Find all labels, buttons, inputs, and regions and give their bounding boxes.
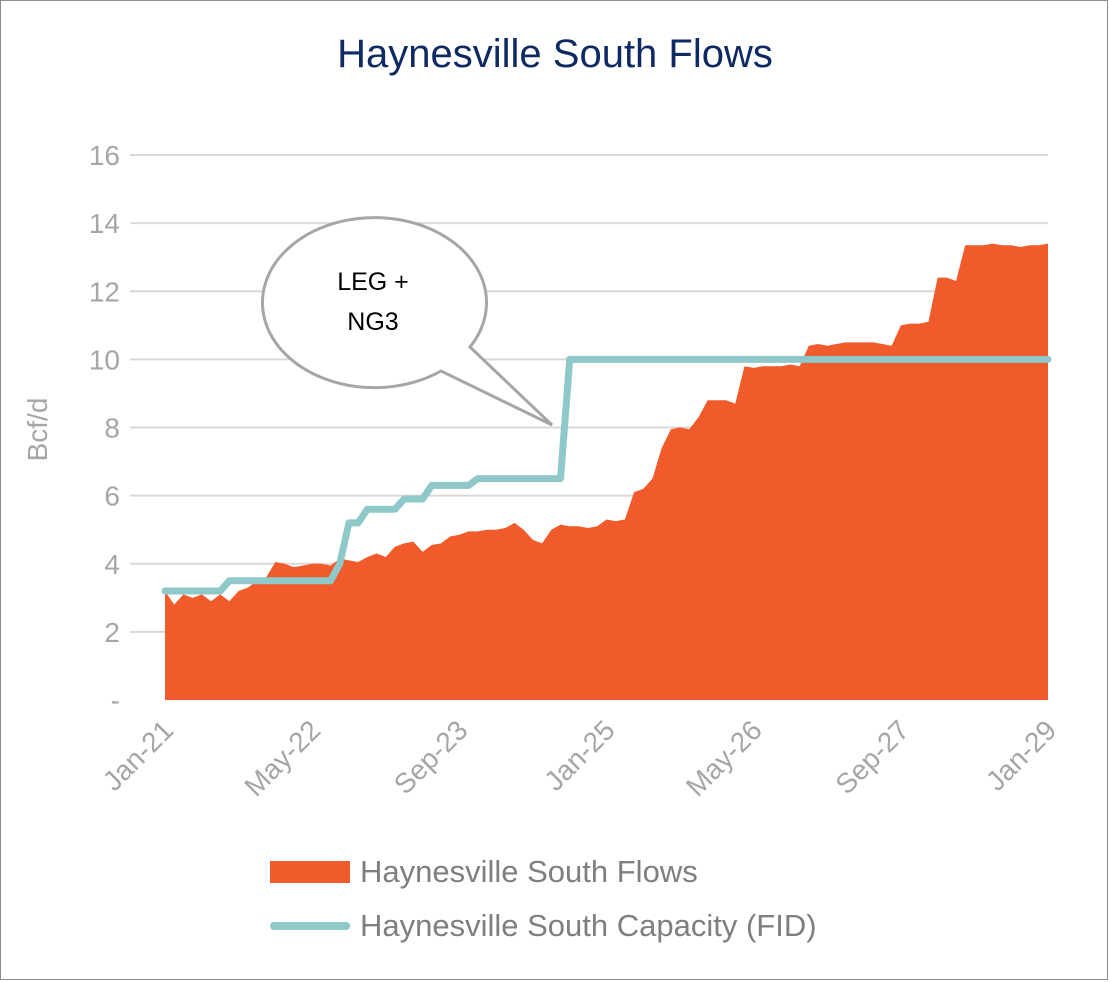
y-tick-label: 2 xyxy=(104,617,120,648)
x-tick-label: Jan-25 xyxy=(538,714,620,796)
y-tick-label: 4 xyxy=(104,549,120,580)
legend-swatch-flows xyxy=(270,861,350,883)
y-tick-label: 16 xyxy=(89,140,120,171)
x-tick-label: May-22 xyxy=(238,714,326,802)
x-tick-label: Jan-21 xyxy=(97,714,179,796)
series-capacity-line xyxy=(161,355,1052,595)
y-tick-label: 14 xyxy=(89,208,120,239)
y-tick-label: - xyxy=(111,685,120,716)
y-tick-label: 8 xyxy=(104,413,120,444)
annotation-text-line2: NG3 xyxy=(347,308,398,336)
legend-capacity: Haynesville South Capacity (FID) xyxy=(270,908,817,944)
x-tick-label: Sep-27 xyxy=(829,714,915,800)
legend-swatch-capacity xyxy=(270,922,350,930)
legend-label-flows: Haynesville South Flows xyxy=(360,854,698,889)
x-tick-label: Sep-23 xyxy=(388,714,474,800)
chart-title: Haynesville South Flows xyxy=(337,32,773,76)
legend-flows: Haynesville South Flows xyxy=(270,854,698,890)
y-axis-label: Bcf/d xyxy=(22,398,53,462)
y-tick-label: 12 xyxy=(89,276,120,307)
annotation-text-line1: LEG + xyxy=(337,268,409,296)
legend-label-capacity: Haynesville South Capacity (FID) xyxy=(360,908,817,943)
x-tick-label: May-26 xyxy=(680,714,768,802)
y-tick-label: 6 xyxy=(104,481,120,512)
x-tick-label: Jan-29 xyxy=(980,714,1062,796)
y-tick-label: 10 xyxy=(89,344,120,375)
annotation-bubble xyxy=(260,216,554,427)
